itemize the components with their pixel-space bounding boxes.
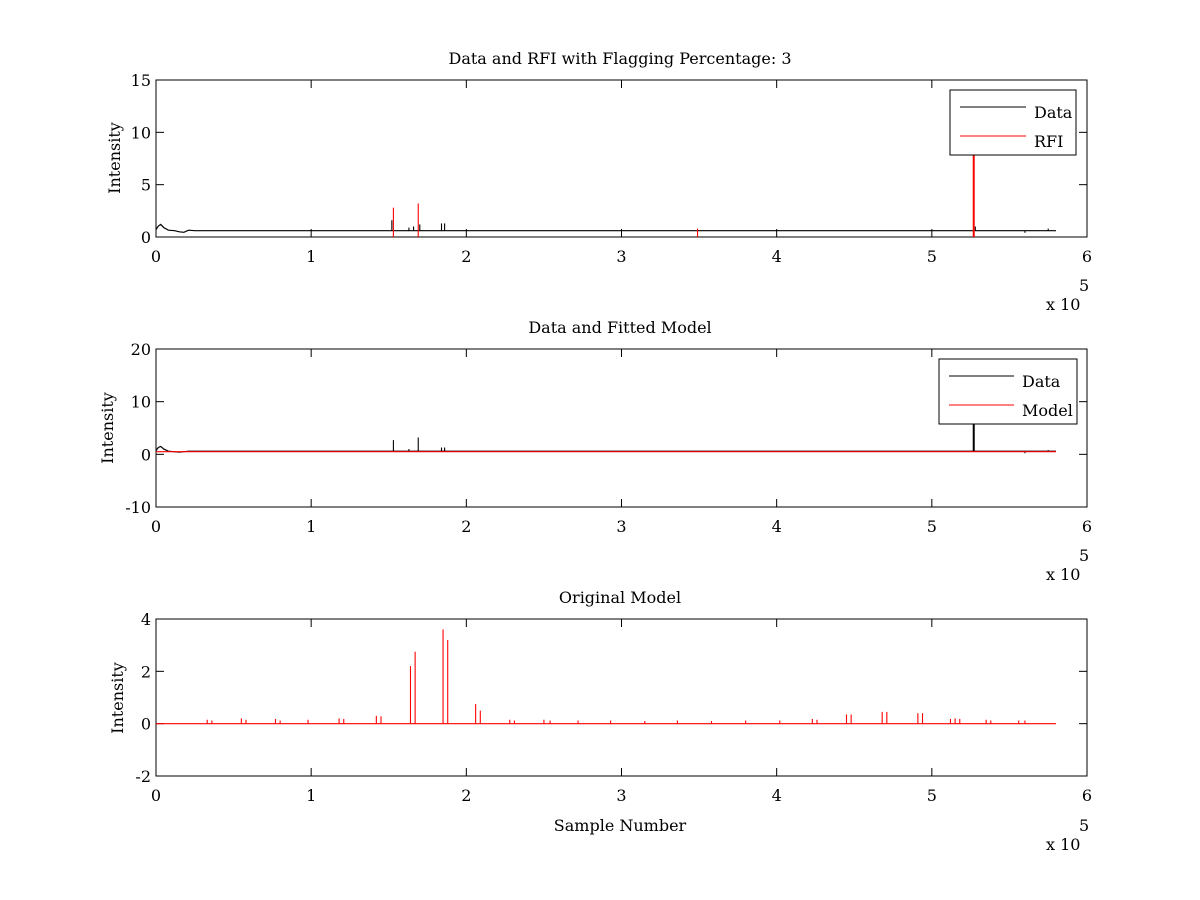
panel-1-ylabel: Intensity [105, 122, 124, 194]
panel-1-xtick-label: 3 [616, 247, 626, 266]
panel-1-plot-area: 0 1 2 3 4 5 6 0 5 10 15 [131, 71, 1092, 266]
panel-3-ytick-label: 2 [141, 662, 151, 681]
panel-3-x-exponent-label: x 10 [1046, 835, 1080, 854]
panel-2-xtick-label: 6 [1082, 517, 1092, 536]
panel-2-ytick-label: 10 [131, 393, 151, 412]
panel-1-ytick-label: 15 [131, 71, 151, 90]
panel-2-legend: Data Model [938, 358, 1078, 425]
panel-data-rfi: Data and RFI with Flagging Percentage: 3… [105, 49, 1092, 314]
panel-1-legend-box [949, 89, 1077, 156]
panel-3-ylabel: Intensity [108, 662, 127, 734]
panel-2-x-exponent-power: 5 [1079, 546, 1089, 565]
panel-3-ytick-label: 0 [141, 715, 151, 734]
panel-2-ytick-label: 20 [131, 340, 151, 359]
panel-1-x-exponent-label: x 10 [1046, 295, 1080, 314]
panel-2-xtick-label: 0 [151, 517, 161, 536]
panel-2-x-exponent-label: x 10 [1046, 565, 1080, 584]
panel-1-series-data-line [155, 223, 1056, 233]
panel-2-ylabel: Intensity [98, 392, 117, 464]
panel-2-xtick-label: 5 [927, 517, 937, 536]
panel-3-xlabel: Sample Number [554, 816, 687, 835]
panel-2-xtick-label: 3 [616, 517, 626, 536]
panel-3-xtick-label: 5 [927, 786, 937, 805]
panel-1-xtick-label: 5 [927, 247, 937, 266]
panel-1-xtick-label: 1 [306, 247, 316, 266]
panel-2-legend-model-label: Model [1022, 401, 1073, 420]
panel-3-ytick-label: 4 [141, 610, 151, 629]
panel-3-x-exponent-power: 5 [1079, 816, 1089, 835]
panel-2-title: Data and Fitted Model [528, 318, 711, 337]
panel-data-model: Data and Fitted Model Intensity 0 1 2 3 4 5 6 -… [98, 318, 1092, 584]
panel-1-ytick-label: 0 [141, 228, 151, 247]
panel-1-xtick-label: 6 [1082, 247, 1092, 266]
panel-2-legend-data-label: Data [1022, 372, 1061, 391]
panel-1-xtick-label: 0 [151, 247, 161, 266]
panel-3-xtick-label: 3 [616, 786, 626, 805]
panel-3-xtick-label: 2 [461, 786, 471, 805]
panel-1-ytick-label: 5 [141, 176, 151, 195]
panel-1-xtick-label: 2 [461, 247, 471, 266]
panel-2-ytick-label: 0 [141, 445, 151, 464]
panel-1-x-exponent-power: 5 [1079, 276, 1089, 295]
panel-2-xtick-label: 2 [461, 517, 471, 536]
panel-1-xtick-label: 4 [772, 247, 782, 266]
panel-3-ytick-label: -2 [135, 767, 151, 786]
panel-3-title: Original Model [559, 588, 681, 607]
panel-2-ytick-label: -10 [125, 498, 151, 517]
panel-1-legend-rfi-label: RFI [1034, 132, 1063, 151]
panel-2-xtick-label: 4 [772, 517, 782, 536]
panel-2-xtick-label: 1 [306, 517, 316, 536]
panel-2-legend-box [938, 358, 1078, 425]
panel-1-legend-data-label: Data [1034, 103, 1073, 122]
panel-3-xtick-label: 4 [772, 786, 782, 805]
panel-1-title: Data and RFI with Flagging Percentage: 3 [448, 49, 791, 68]
panel-3-xtick-label: 0 [151, 786, 161, 805]
panel-1-ytick-label: 10 [131, 123, 151, 142]
panel-3-xtick-label: 6 [1082, 786, 1092, 805]
panel-3-xtick-label: 1 [306, 786, 316, 805]
panel-1-legend: Data RFI [949, 89, 1077, 156]
